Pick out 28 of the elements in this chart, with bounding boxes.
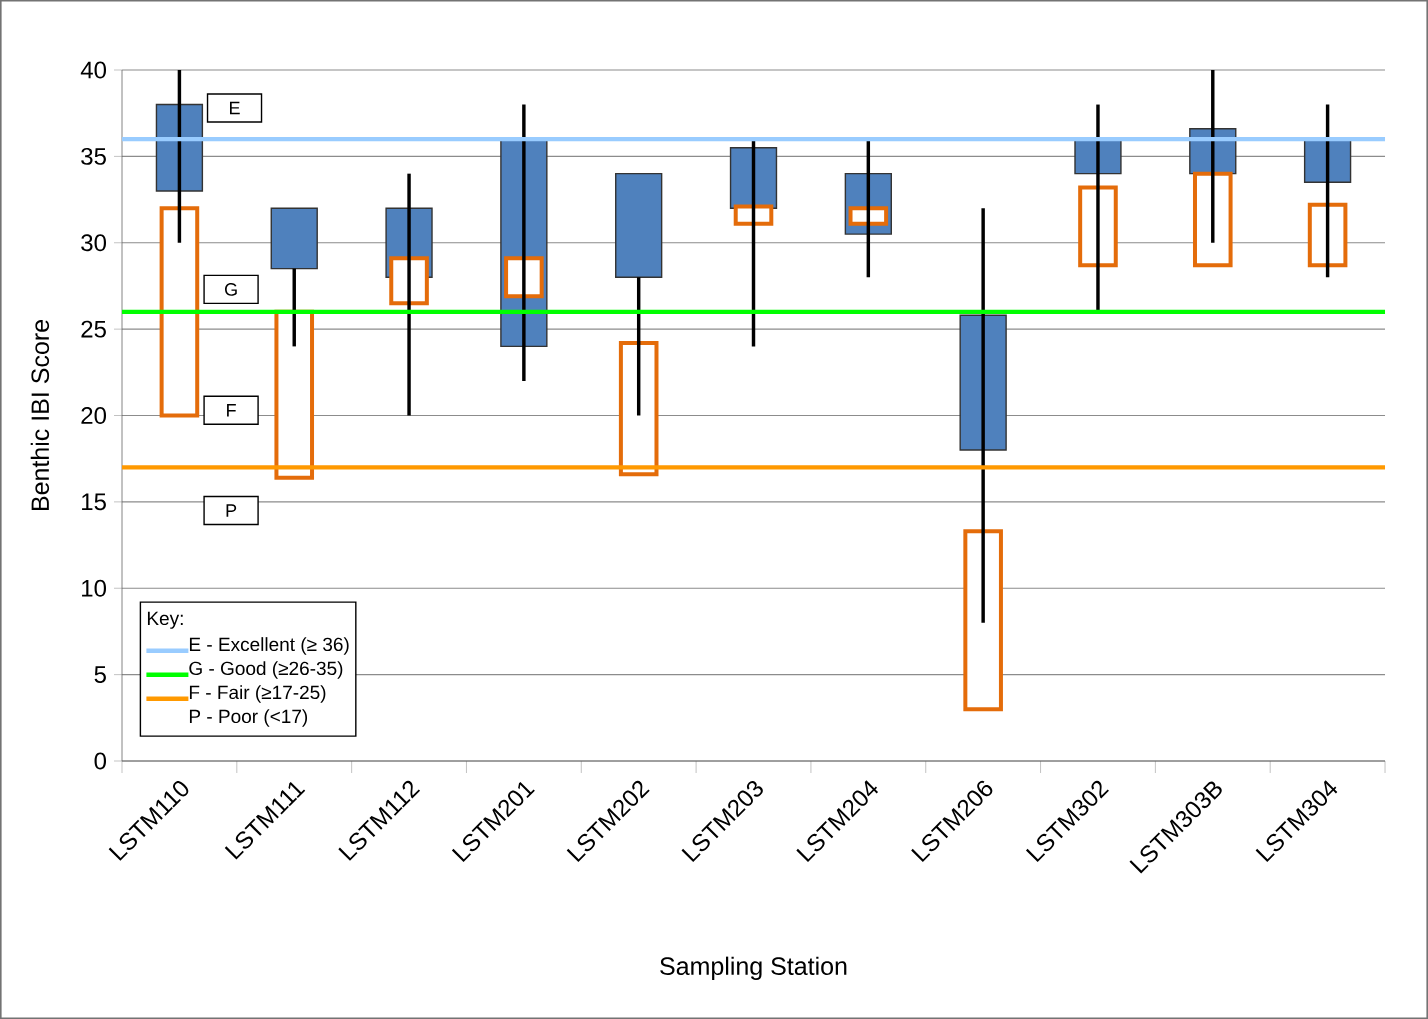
- annotation: P: [226, 504, 237, 517]
- bar: [1096, 104, 1100, 312]
- y-tick-label: 25: [81, 320, 106, 338]
- y-axis-title: Benthic IBI Score: [30, 320, 50, 511]
- y-tick-label: 20: [81, 407, 107, 424]
- x-axis-title: Sampling Station: [660, 956, 847, 980]
- y-tick-label: 0: [94, 752, 107, 770]
- annotation: E: [230, 101, 240, 115]
- annotation: P - Poor (<17): [189, 709, 308, 727]
- y-tick-label: 40: [80, 61, 107, 79]
- y-tick-label: 30: [81, 234, 107, 252]
- y-tick-label: 15: [82, 493, 106, 511]
- bar: [522, 104, 526, 381]
- bar: [407, 173, 411, 416]
- y-tick-label: 5: [94, 666, 106, 683]
- legend-title: Key:: [147, 611, 183, 629]
- annotation: G: [224, 283, 237, 296]
- legend-label: E - Excellent (≥ 36): [189, 637, 349, 655]
- bar: [1211, 70, 1215, 243]
- legend-label: F - Fair (≥17-25): [189, 685, 326, 703]
- annotation: F: [227, 404, 236, 417]
- bar: [959, 314, 1007, 451]
- bar: [615, 172, 663, 278]
- bar: [981, 208, 985, 623]
- bar: [270, 207, 318, 270]
- y-tick-label: 10: [82, 579, 107, 597]
- legend-label: G - Good (≥26-35): [189, 661, 343, 679]
- y-tick-label: 35: [81, 147, 106, 165]
